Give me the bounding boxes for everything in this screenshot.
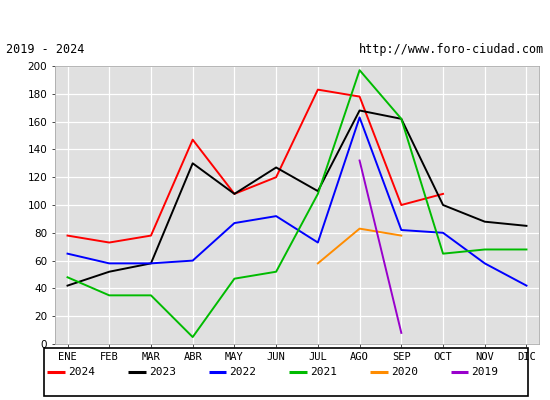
Text: 2020: 2020 bbox=[391, 367, 418, 377]
Text: 2019: 2019 bbox=[471, 367, 498, 377]
Text: http://www.foro-ciudad.com: http://www.foro-ciudad.com bbox=[359, 44, 544, 56]
Text: 2021: 2021 bbox=[310, 367, 337, 377]
Text: 2023: 2023 bbox=[149, 367, 176, 377]
Text: 2022: 2022 bbox=[229, 367, 256, 377]
Text: 2019 - 2024: 2019 - 2024 bbox=[6, 44, 84, 56]
Text: Evolucion Nº Turistas Extranjeros en el municipio de La Adrada: Evolucion Nº Turistas Extranjeros en el … bbox=[27, 12, 523, 24]
Text: 2024: 2024 bbox=[68, 367, 95, 377]
FancyBboxPatch shape bbox=[44, 348, 528, 396]
